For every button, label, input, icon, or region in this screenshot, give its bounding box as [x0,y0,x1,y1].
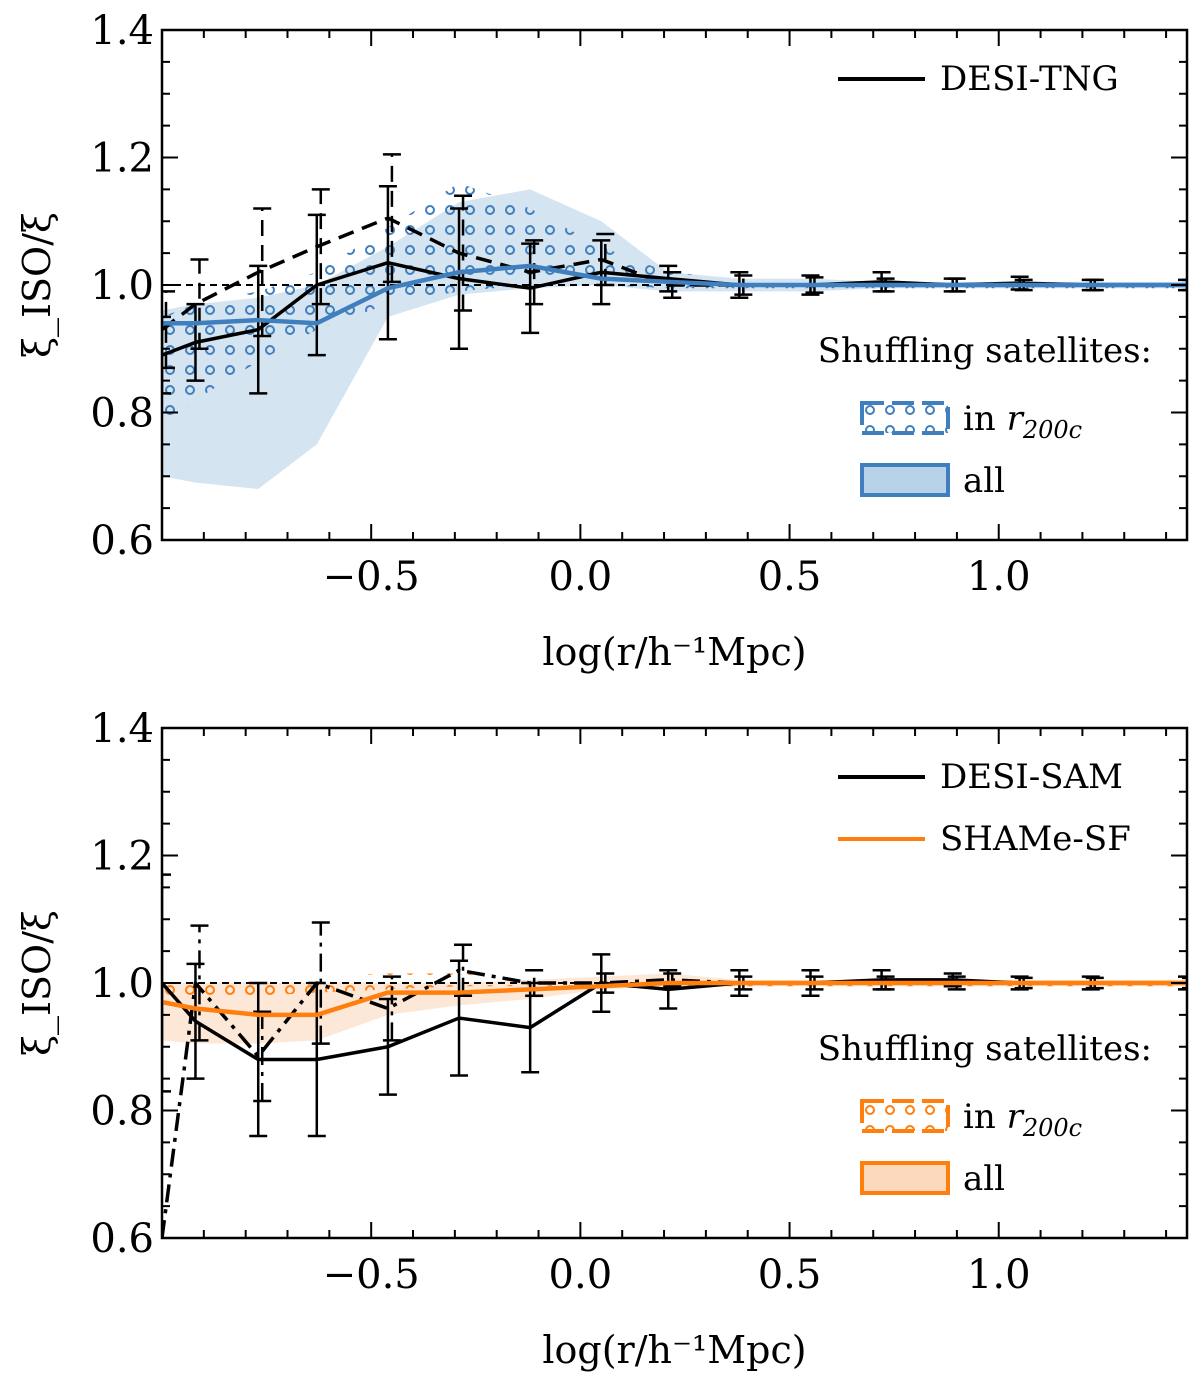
y-tick-label: 0.6 [90,518,154,564]
y-tick-label: 0.8 [90,391,154,437]
legend-label: DESI-SAM [940,757,1123,797]
x-tick-label: 0.0 [549,1252,613,1298]
legend-label: DESI-TNG [940,59,1119,99]
series-shuffled-all-mean- [162,263,1187,326]
series-shame-sf-shuffled-all-mean- [162,980,1187,1018]
x-tick-label: 0.5 [758,1252,822,1298]
band-in-r200c [162,183,1187,426]
y-axis-label: ξ_ISO/ξ [15,910,60,1056]
legend-swatch-all [860,463,950,497]
x-tick-label: 1.0 [967,554,1031,600]
plot-area [162,153,1187,489]
x-tick-label: 0.5 [758,554,822,600]
y-tick-label: 0.8 [90,1089,154,1135]
y-tick-label: 1.2 [90,834,154,880]
series-line [162,263,1187,326]
legend-swatch-in-r200c [860,401,950,435]
x-tick-label: 1.0 [967,1252,1031,1298]
y-tick-label: 1.0 [90,961,154,1007]
y-tick-label: 1.2 [90,136,154,182]
x-tick-label: −0.5 [323,554,420,600]
shuffle-label: all [963,1159,1005,1199]
shuffle-label: all [963,461,1005,501]
y-axis-label: ξ_ISO/ξ [15,212,60,358]
series-desi-tng-shuffled-in-r200c [162,153,1187,370]
legend-swatch-all [860,1161,950,1195]
legend-swatch-in-r200c [860,1099,950,1133]
shuffle-title: Shuffling satellites: [818,1029,1152,1069]
panel-top: −0.5 0.0 0.5 1.0 0.6 0.8 1.0 1.2 1.4 log(r/h⁻¹Mpc… [15,8,1189,674]
shuffle-label: in r200c [963,1097,1082,1142]
legend-label: SHAMe-SF [940,819,1131,859]
shuffle-label: in r200c [963,399,1082,444]
y-tick-label: 0.6 [90,1216,154,1262]
y-tick-label: 1.0 [90,263,154,309]
y-tick-label: 1.4 [90,706,154,752]
x-axis-label: log(r/h⁻¹Mpc) [542,1328,806,1372]
plot-area [162,873,1187,1238]
x-tick-label: 0.0 [549,554,613,600]
panel-bottom: −0.5 0.0 0.5 1.0 0.6 0.8 1.0 1.2 1.4 log(r/h⁻¹Mpc… [15,706,1189,1372]
x-axis-label: log(r/h⁻¹Mpc) [542,630,806,674]
series-line [162,216,1187,332]
y-tick-label: 1.4 [90,8,154,54]
x-tick-label: −0.5 [323,1252,420,1298]
series-line [162,980,1187,1018]
shuffle-title: Shuffling satellites: [818,331,1152,371]
